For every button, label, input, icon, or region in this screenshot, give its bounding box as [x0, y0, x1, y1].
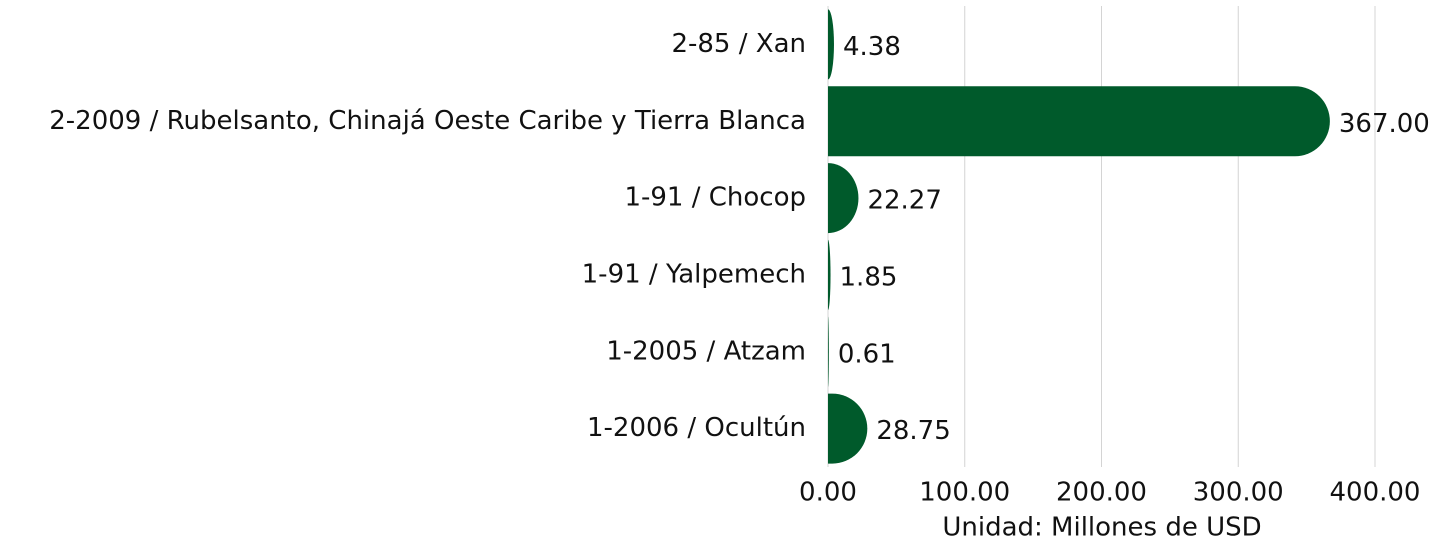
y-tick-label: 1-91 / Chocop — [624, 183, 806, 213]
x-tick-label: 200.00 — [1056, 478, 1147, 508]
x-tick-label: 0.00 — [799, 478, 857, 508]
x-tick-label: 100.00 — [919, 478, 1010, 508]
value-label: 1.85 — [840, 262, 898, 292]
y-tick-label: 1-2006 / Ocultún — [587, 413, 806, 443]
bar — [828, 393, 868, 464]
value-label: 4.38 — [843, 32, 901, 62]
value-label: 22.27 — [867, 186, 941, 216]
x-axis-label: Unidad: Millones de USD — [942, 513, 1261, 543]
y-tick-label: 1-91 / Yalpemech — [582, 259, 806, 289]
bar — [828, 239, 831, 310]
x-tick-label: 400.00 — [1330, 478, 1421, 508]
bar — [828, 9, 834, 80]
bar — [828, 316, 829, 387]
y-tick-label: 1-2005 / Atzam — [606, 336, 806, 366]
value-label: 28.75 — [876, 416, 950, 446]
bar — [828, 86, 1330, 157]
bar — [828, 163, 859, 234]
value-label: 0.61 — [838, 339, 896, 369]
y-tick-label: 2-85 / Xan — [671, 29, 806, 59]
x-tick-label: 300.00 — [1193, 478, 1284, 508]
y-tick-label: 2-2009 / Rubelsanto, Chinajá Oeste Carib… — [49, 106, 806, 136]
value-label: 367.00 — [1339, 109, 1430, 139]
